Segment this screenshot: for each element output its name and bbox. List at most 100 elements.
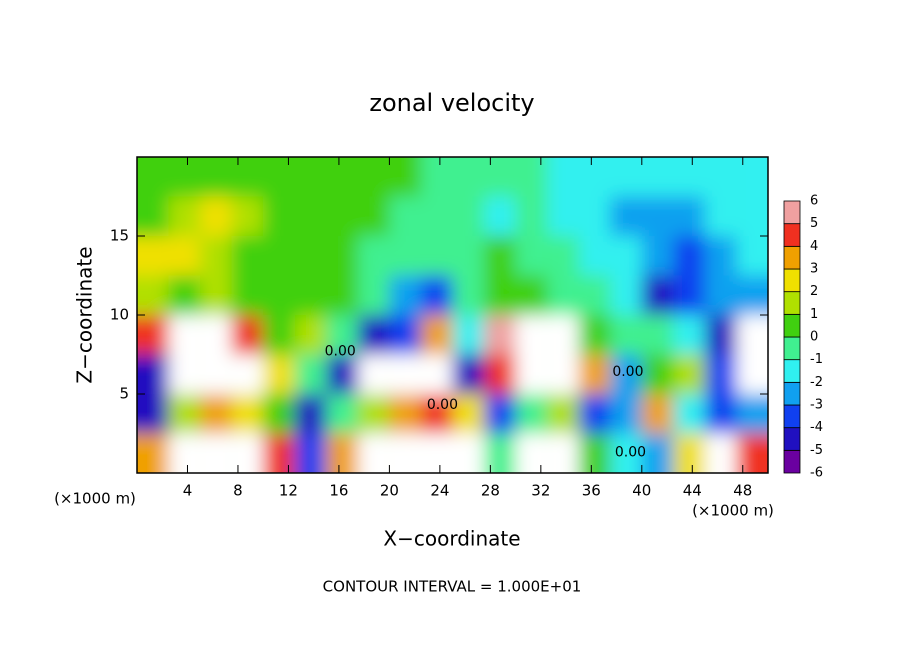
field-cell xyxy=(263,433,295,473)
field-cell xyxy=(420,196,453,236)
field-cell xyxy=(263,315,295,355)
colorbar-swatch xyxy=(783,359,801,383)
colorbar-swatch xyxy=(783,427,801,451)
field-cell xyxy=(610,157,642,197)
field-cell xyxy=(326,315,358,355)
field-cell xyxy=(326,236,358,276)
colorbar-label: -2 xyxy=(810,375,823,390)
field-cell xyxy=(641,433,674,473)
field-cell xyxy=(168,236,201,276)
x-tick-label: 24 xyxy=(430,482,449,500)
field-cell xyxy=(452,275,485,315)
colorbar-label: 1 xyxy=(810,307,818,322)
field-cell xyxy=(515,157,548,197)
field-cell xyxy=(452,157,485,197)
field-cell xyxy=(641,157,674,197)
field-cell xyxy=(641,275,674,315)
field-cell xyxy=(231,315,264,355)
field-cell xyxy=(736,157,768,197)
field-cell xyxy=(420,236,453,276)
x-tick-label: 8 xyxy=(233,482,243,500)
field-cell xyxy=(420,157,453,197)
field-cell xyxy=(231,433,264,473)
field-cell xyxy=(452,354,485,394)
field-cell xyxy=(515,196,548,236)
field-cell xyxy=(357,236,390,276)
field-cell xyxy=(704,275,737,315)
field-cell xyxy=(578,236,611,276)
field-cell xyxy=(389,236,421,276)
field-cell xyxy=(547,196,579,236)
field-cell xyxy=(200,433,232,473)
contour-label: 0.00 xyxy=(325,343,356,359)
field-cell xyxy=(357,196,390,236)
y-tick-label: 15 xyxy=(110,227,129,245)
field-cell xyxy=(200,394,232,434)
field-cell xyxy=(389,275,421,315)
field-cell xyxy=(263,394,295,434)
y-unit-label: (×1000 m) xyxy=(54,490,136,508)
field-cell xyxy=(736,433,768,473)
field-cell xyxy=(704,196,737,236)
colorbar-label: 3 xyxy=(810,262,818,277)
field-cell xyxy=(736,236,768,276)
field-cell xyxy=(610,275,642,315)
field-cell xyxy=(515,354,548,394)
field-cell xyxy=(736,275,768,315)
field-cell xyxy=(294,275,327,315)
colorbar-swatch xyxy=(783,404,801,429)
x-tick-label: 32 xyxy=(531,482,550,500)
field-cell xyxy=(673,236,705,276)
field-cell xyxy=(484,196,516,236)
field-cell xyxy=(200,275,232,315)
field-cell xyxy=(263,275,295,315)
colorbar-swatch xyxy=(783,291,801,315)
x-tick-label: 20 xyxy=(380,482,399,500)
field-cell xyxy=(294,196,327,236)
field-cell xyxy=(294,157,327,197)
x-tick-label: 36 xyxy=(582,482,601,500)
field-cells xyxy=(137,157,768,473)
field-cell xyxy=(294,433,327,473)
y-axis-label: Z−coordinate xyxy=(73,246,97,383)
field-cell xyxy=(389,315,421,355)
field-cell xyxy=(673,196,705,236)
footer: CONTOUR INTERVAL = 1.000E+01 xyxy=(323,578,582,596)
field-cell xyxy=(200,354,232,394)
overlay: 4 8 12 16 20 24 28 32 36 40 44 48510150.000.000.000… xyxy=(110,156,823,500)
colorbar-label: -1 xyxy=(810,352,823,367)
field-cell xyxy=(200,236,232,276)
field-cell xyxy=(231,354,264,394)
field-cell xyxy=(263,354,295,394)
field-cell xyxy=(452,315,485,355)
field-cell xyxy=(294,394,327,434)
field-cell xyxy=(704,157,737,197)
field-cell xyxy=(389,354,421,394)
field-cell xyxy=(547,236,579,276)
field xyxy=(137,157,768,473)
field-cell xyxy=(231,394,264,434)
field-cell xyxy=(704,236,737,276)
colorbar-label: -3 xyxy=(810,398,823,413)
field-cell xyxy=(294,354,327,394)
field-cell xyxy=(357,157,390,197)
field-cell xyxy=(168,354,201,394)
field-cell xyxy=(326,275,358,315)
field-cell xyxy=(452,236,485,276)
field-cell xyxy=(515,433,548,473)
field-cell xyxy=(326,157,358,197)
colorbar-swatch xyxy=(783,245,801,270)
colorbar-label: -5 xyxy=(810,443,823,458)
field-cell xyxy=(200,196,232,236)
field-cell xyxy=(578,275,611,315)
field-cell xyxy=(326,433,358,473)
field-cell xyxy=(168,275,201,315)
field-cell xyxy=(137,236,169,276)
field-cell xyxy=(578,315,611,355)
field-cell xyxy=(673,354,705,394)
field-cell xyxy=(484,394,516,434)
colorbar-swatch xyxy=(783,313,801,338)
field-cell xyxy=(736,354,768,394)
field-cell xyxy=(137,315,169,355)
field-cell xyxy=(420,433,453,473)
